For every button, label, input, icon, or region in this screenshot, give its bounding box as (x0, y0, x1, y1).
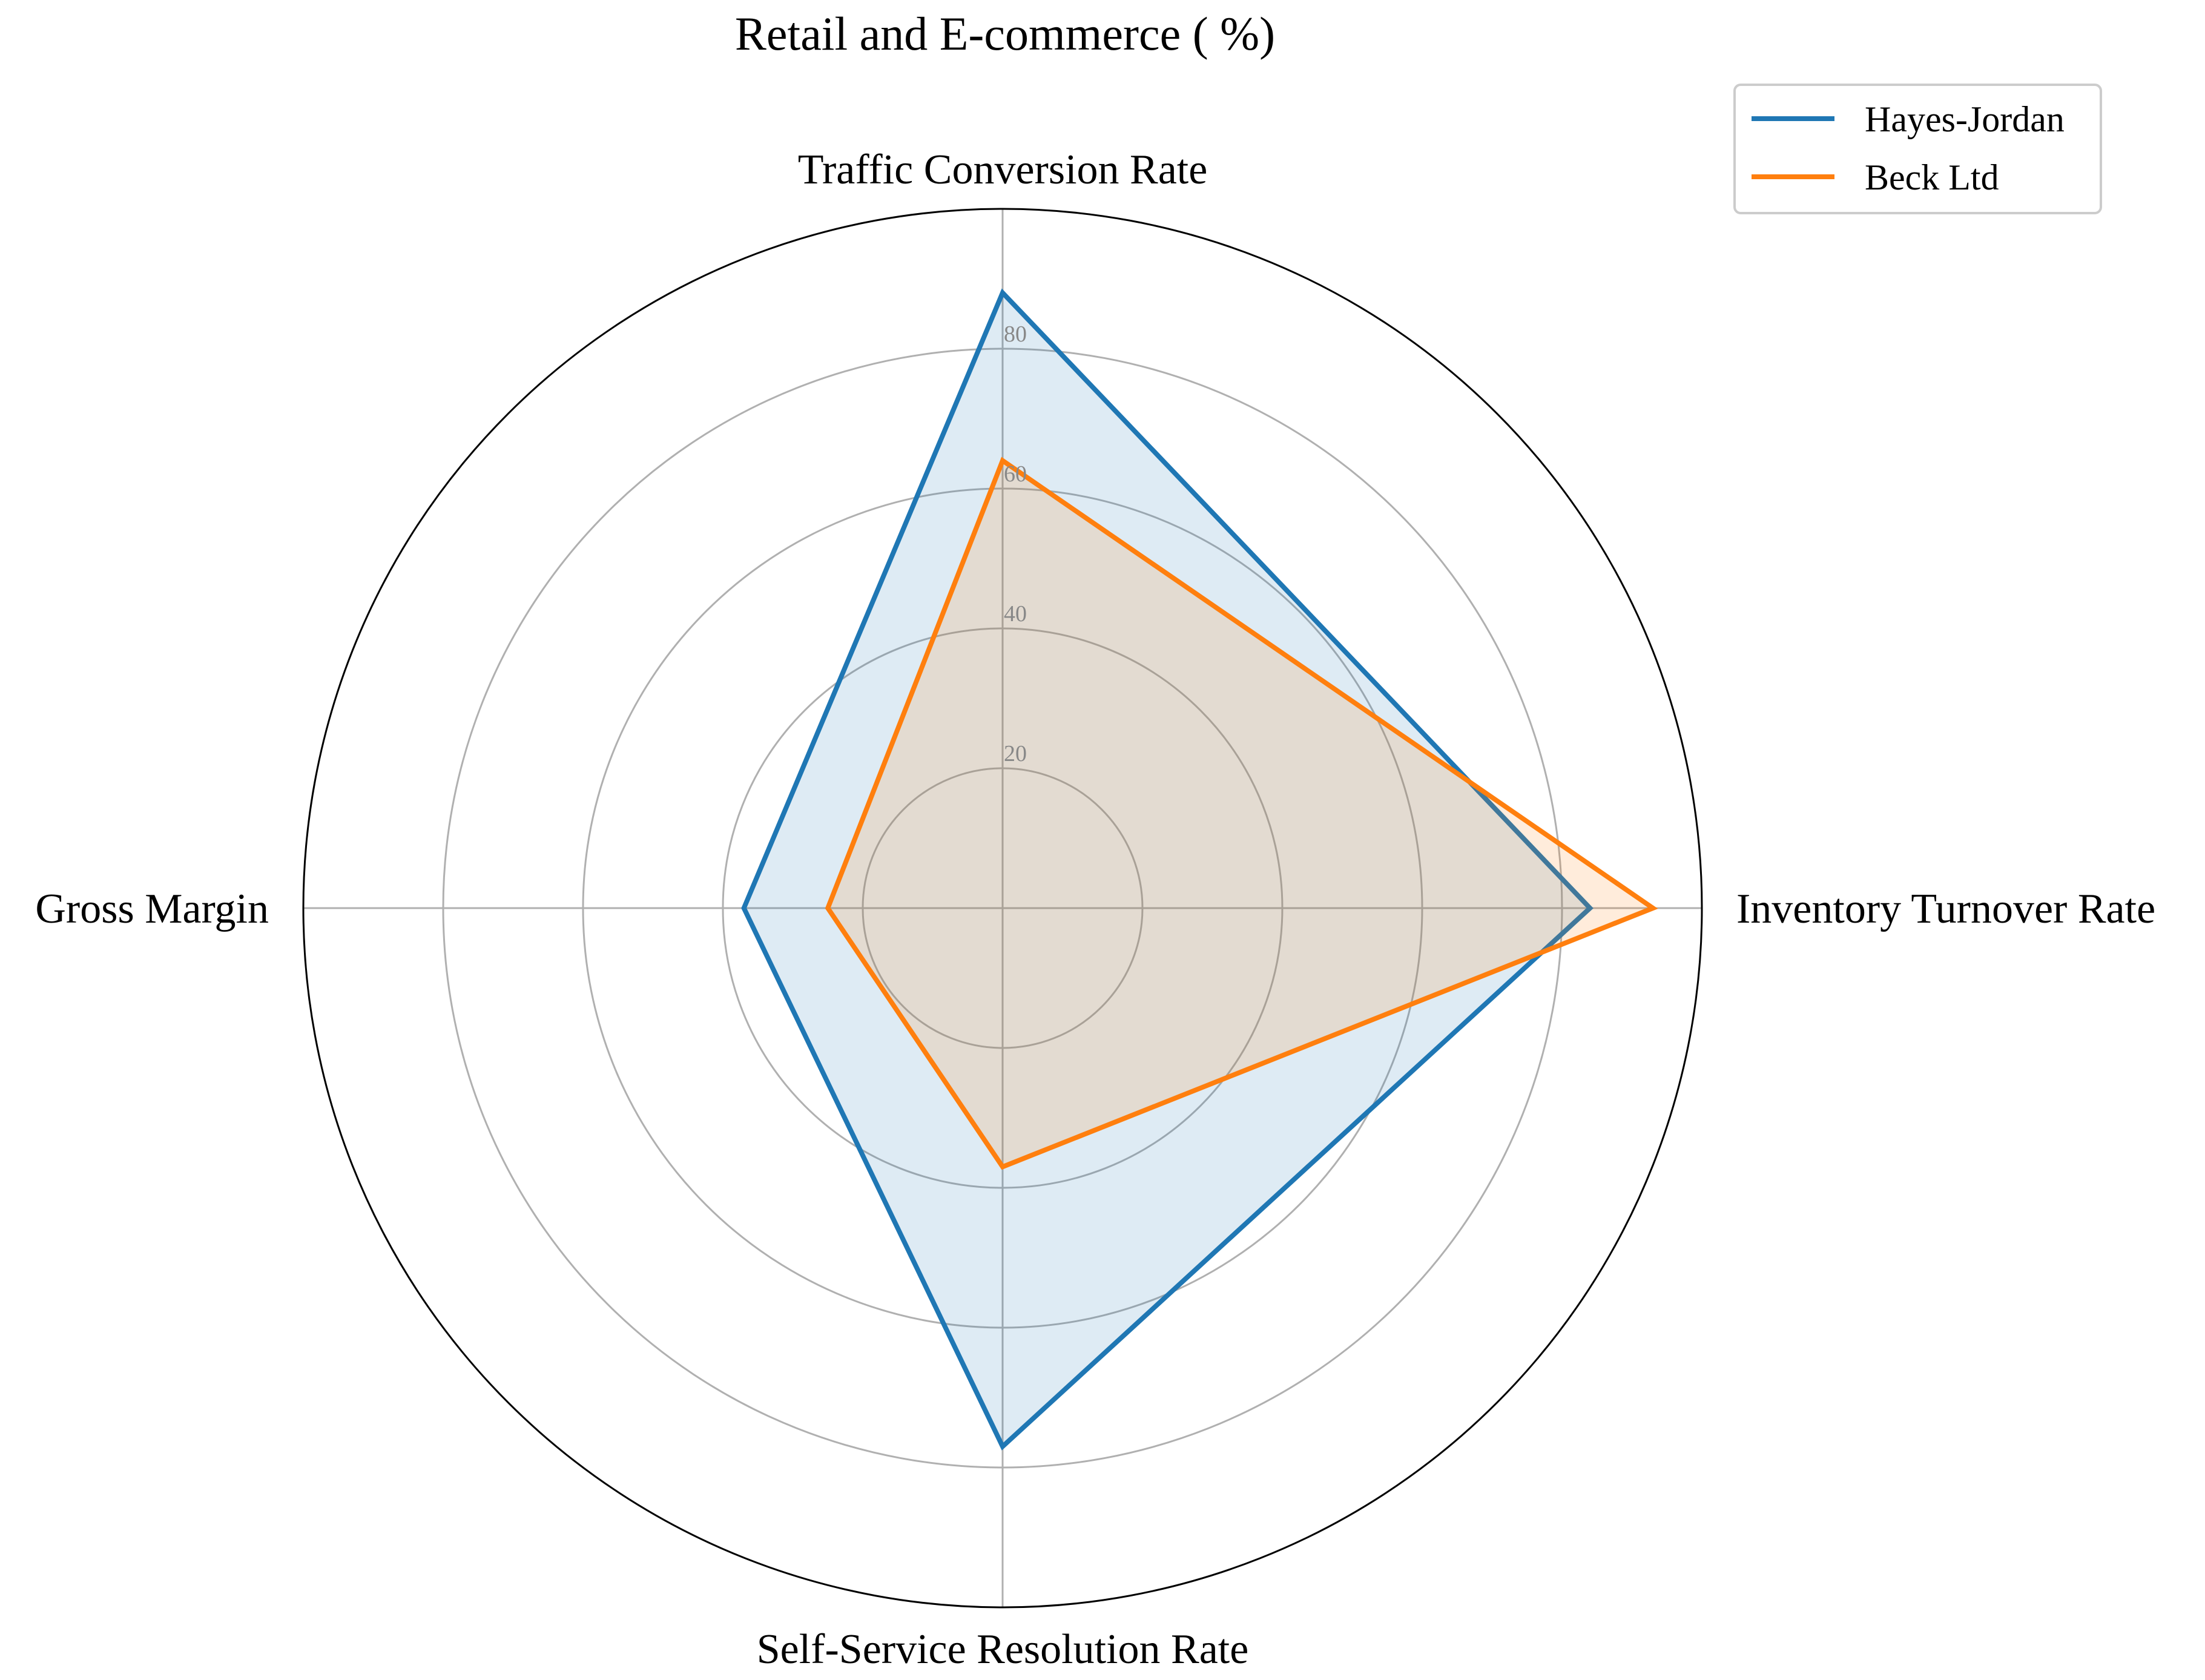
axis-label-gross-margin: Gross Margin (35, 886, 269, 932)
radial-grid (302, 208, 1703, 1609)
axis-label-self-service-resolution-rate: Self-Service Resolution Rate (757, 1626, 1249, 1673)
axis-label-inventory-turnover-rate: Inventory Turnover Rate (1736, 886, 2155, 932)
chart-title: Retail and E-commerce ( %) (735, 7, 1275, 60)
series-layer (741, 288, 1658, 1451)
radial-tick-60: 60 (1004, 461, 1027, 487)
radial-tick-labels: 20 40 60 80 (1004, 321, 1027, 766)
series-area-beck-ltd (828, 460, 1653, 1167)
axis-label-traffic-conversion-rate: Traffic Conversion Rate (798, 147, 1208, 193)
radial-tick-80: 80 (1004, 321, 1027, 347)
series-line-hayes-jordan (741, 288, 1594, 1451)
legend: Hayes-Jordan Beck Ltd (1733, 84, 2102, 214)
radial-tick-40: 40 (1004, 601, 1027, 627)
legend-label-beck-ltd: Beck Ltd (1865, 157, 1999, 197)
series-line-beck-ltd (825, 456, 1658, 1170)
axis-labels: Traffic Conversion Rate Inventory Turnove… (35, 147, 2155, 1673)
radial-tick-20: 20 (1004, 741, 1027, 766)
legend-label-hayes-jordan: Hayes-Jordan (1865, 99, 2065, 139)
outer-frame (302, 208, 1703, 1609)
